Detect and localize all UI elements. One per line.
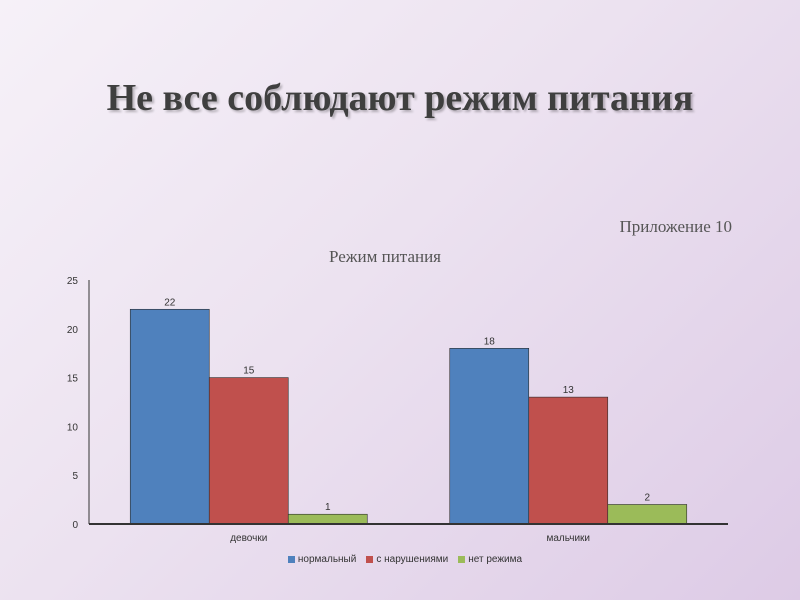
legend-swatch <box>287 556 295 563</box>
bar-1-2 <box>607 504 688 525</box>
data-label: 13 <box>563 385 575 396</box>
legend-swatch <box>458 556 466 563</box>
legend-item: с нарушениями <box>366 554 448 565</box>
y-tick-label: 15 <box>67 374 79 385</box>
bar-1-1 <box>528 396 609 525</box>
y-tick-label: 20 <box>67 325 79 336</box>
legend-label: нет режима <box>468 554 523 565</box>
data-label: 2 <box>644 492 650 503</box>
bar-0-0 <box>129 308 210 525</box>
x-category-label: мальчики <box>546 533 590 544</box>
legend-item: нормальный <box>287 554 357 565</box>
data-label: 15 <box>243 366 255 377</box>
legend-swatch <box>366 556 374 563</box>
x-category-label: девочки <box>230 533 267 544</box>
data-label: 22 <box>164 297 176 308</box>
chart-legend: нормальный с нарушениями нет режима <box>0 554 800 565</box>
y-tick-label: 0 <box>72 520 78 531</box>
y-tick-label: 10 <box>67 422 79 433</box>
bar-0-2 <box>287 513 368 525</box>
legend-label: с нарушениями <box>376 554 449 565</box>
data-label: 1 <box>325 502 331 513</box>
legend-item: нет режима <box>458 554 522 565</box>
y-tick-label: 5 <box>72 471 78 482</box>
legend-label: нормальный <box>297 554 357 565</box>
bar-0-1 <box>208 377 289 525</box>
appendix-label: Приложение 10 <box>619 217 733 236</box>
y-tick-label: 25 <box>67 276 79 287</box>
slide-title: Не все соблюдают режим питания <box>106 77 694 119</box>
data-label: 18 <box>484 336 496 347</box>
bar-1-0 <box>449 348 530 525</box>
chart-title: Режим питания <box>328 247 442 266</box>
